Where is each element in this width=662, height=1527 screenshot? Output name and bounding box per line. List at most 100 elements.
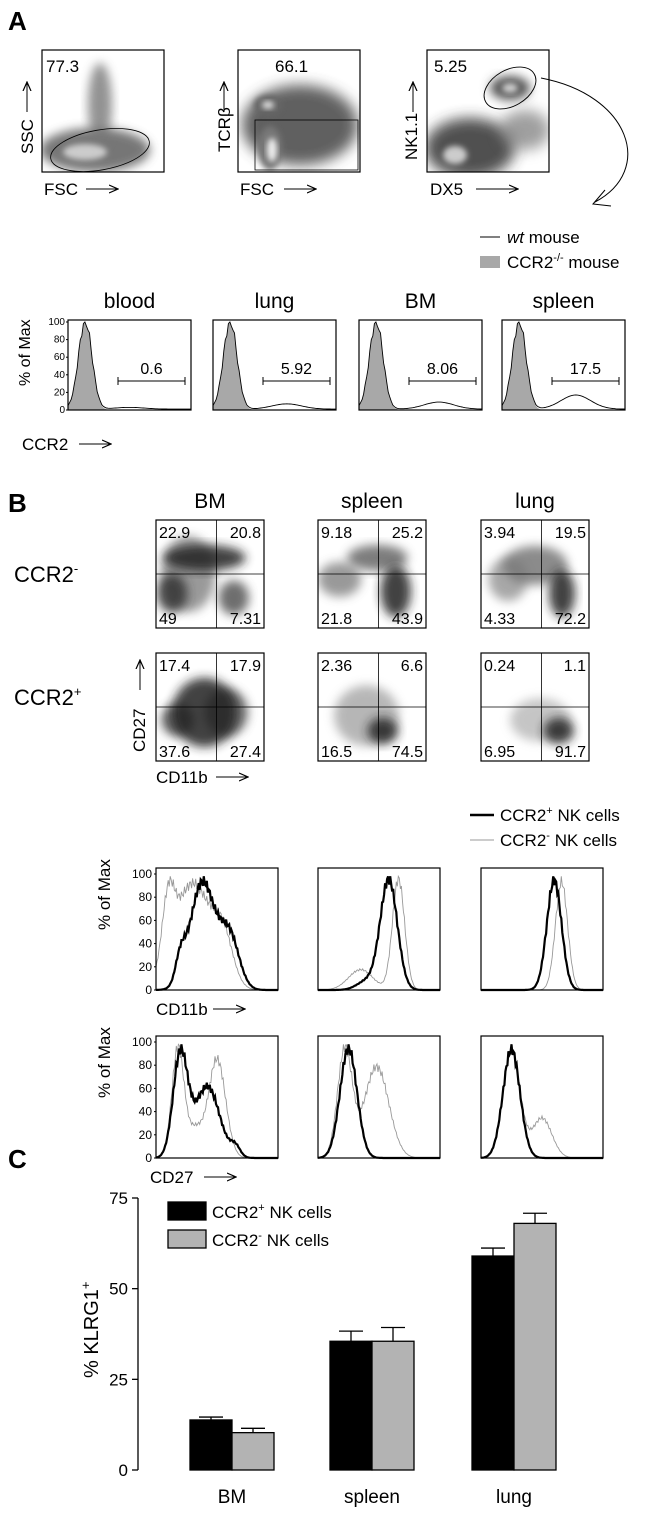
histogram-frame [480, 1035, 604, 1159]
x-tick-label: BM [218, 1487, 247, 1508]
ko-histogram [68, 322, 191, 410]
y-tick-label: 100 [48, 317, 65, 328]
density-blob [318, 562, 362, 597]
histogram-title: blood [104, 290, 155, 313]
quadrant-upper-right: 25.2 [392, 525, 423, 542]
histogram-frame [155, 1035, 279, 1159]
row-label-ccr2-pos: CCR2+ [14, 684, 82, 710]
ccr2-pos-curve [318, 876, 440, 992]
density-blob [163, 544, 246, 571]
bar-ccr2-pos-lung [471, 1255, 515, 1471]
y-tick-label: 40 [54, 370, 66, 381]
density-plot-1-0: 17.4 17.9 37.6 27.4 [155, 652, 265, 762]
histogram-1-2 [480, 1035, 604, 1160]
ko-histogram [359, 322, 482, 410]
y-tick-label: 0 [119, 1461, 128, 1480]
ccr2-histogram-3: spleen 17.5 [501, 290, 626, 411]
histogram-0-0: 0 20 40 60 80 100 [132, 867, 279, 997]
quadrant-upper-right: 1.1 [564, 658, 586, 675]
panel-label-c: C [8, 1144, 27, 1174]
ccr2-pos-curve [155, 1044, 278, 1160]
gate-percent: 17.5 [570, 361, 601, 378]
cd11b-hist-y-label: % of Max [95, 859, 114, 930]
column-title-bm: BM [194, 490, 226, 513]
ccr2-neg-curve [155, 1043, 278, 1159]
histogram-title: lung [255, 290, 295, 313]
ccr2-histograms: blood 0.6 0 20 40 60 80 100 lung 5.92 BM 8.06 spleen… [48, 290, 626, 416]
legend-ko-sup: -/- [553, 252, 564, 264]
wt-histogram [358, 321, 482, 410]
gate-value: 77.3 [46, 57, 79, 76]
quadrant-lower-right: 91.7 [555, 744, 586, 761]
bar-y-axis-label: % KLRG1+ [78, 1281, 103, 1378]
y-tick-label: 50 [109, 1280, 128, 1299]
cd27-cd11b-plots: 22.9 20.8 49 7.31 9.18 25.2 21.8 43.9 3.94 19.5 4.… [155, 519, 590, 762]
histogram-1-1 [317, 1035, 441, 1160]
gate-arrow [540, 77, 629, 203]
cd27-hist-x-label: CD27 [150, 1168, 193, 1187]
legend-wt-italic: wt [507, 228, 525, 247]
gate-arrow-head [592, 189, 612, 207]
quadrant-upper-left: 17.4 [159, 658, 190, 675]
histogram-frame [212, 319, 337, 411]
quadrant-upper-left: 3.94 [484, 525, 515, 542]
histogram-title: BM [405, 290, 437, 313]
density-plot-1-1: 2.36 6.6 16.5 74.5 [317, 652, 427, 762]
y-tick-label: 40 [139, 937, 153, 951]
gate-percent: 0.6 [140, 361, 162, 378]
y-tick-label: 100 [132, 1035, 152, 1049]
quadrant-lower-left: 37.6 [159, 744, 190, 761]
legend-ko-rest: mouse [564, 253, 620, 272]
histogram-frame [317, 1035, 441, 1159]
density-plot-1-2: 0.24 1.1 6.95 91.7 [480, 652, 590, 762]
quadrant-upper-left: 9.18 [321, 525, 352, 542]
ccr2-pos-curve [481, 876, 603, 992]
y-axis-label: NK1.1 [402, 113, 421, 160]
y-tick-label: 100 [132, 867, 152, 881]
quadrant-lower-left: 49 [159, 611, 177, 628]
x-axis-label: DX5 [430, 180, 463, 199]
quadrant-lower-left: 21.8 [321, 611, 352, 628]
cd27-hist-y-label: % of Max [95, 1027, 114, 1098]
row-label-ccr2-neg: CCR2- [14, 561, 78, 587]
y-tick-label: 20 [139, 1128, 153, 1142]
bar-ccr2-pos-BM [189, 1419, 233, 1471]
legend-label: CCR2- NK cells [212, 1230, 329, 1250]
gating-plot-3: 5.25 NK1.1 DX5 [402, 49, 550, 199]
histogram-0-2 [480, 867, 604, 992]
cd11b-hist-x-label: CD11b [156, 1000, 208, 1019]
quadrant-upper-left: 22.9 [159, 525, 190, 542]
column-title-spleen: spleen [341, 490, 403, 513]
density-blob [502, 545, 568, 585]
panel-a-legend: wt mouse CCR2-/- mouse [480, 228, 619, 272]
histogram-0-1 [317, 867, 441, 992]
wt-histogram [501, 321, 626, 410]
y-tick-label: 0 [145, 983, 152, 997]
ccr2-neg-curve [317, 1044, 440, 1159]
gate-value: 5.25 [434, 57, 467, 76]
wt-histogram [212, 321, 336, 410]
x-axis-label: FSC [240, 180, 274, 199]
legend-swatch [167, 1229, 207, 1249]
y-tick-label: 80 [54, 335, 66, 346]
density-blob [543, 717, 574, 744]
ccr2-histogram-2: BM 8.06 [358, 290, 483, 411]
panel-label-b: B [8, 488, 27, 518]
quadrant-upper-right: 17.9 [230, 658, 261, 675]
density-plot-0-1: 9.18 25.2 21.8 43.9 [317, 519, 427, 629]
histogram-title: spleen [533, 290, 595, 313]
density-plot-0-2: 3.94 19.5 4.33 72.2 [480, 519, 590, 629]
quadrant-lower-right: 7.31 [230, 611, 261, 628]
klrg1-bar-chart: 0 25 50 75 BM spleen lung CCR2+ NK cells CCR2- N… [109, 1189, 557, 1508]
gate-percent: 8.06 [427, 361, 458, 378]
bar-ccr2-neg-lung [513, 1222, 557, 1471]
svg-text:wt mouse: wt mouse [507, 228, 580, 247]
histogram-frame [501, 319, 626, 411]
density-plot-0-0: 22.9 20.8 49 7.31 [155, 519, 265, 629]
ccr2-y-axis-label: % of Max [17, 319, 34, 386]
histogram-frame [480, 867, 604, 991]
quadrant-lower-left: 16.5 [321, 744, 352, 761]
quadrant-lower-right: 43.9 [392, 611, 423, 628]
legend-label: CCR2+ NK cells [212, 1202, 332, 1222]
ccr2-pos-curve [480, 1044, 603, 1160]
